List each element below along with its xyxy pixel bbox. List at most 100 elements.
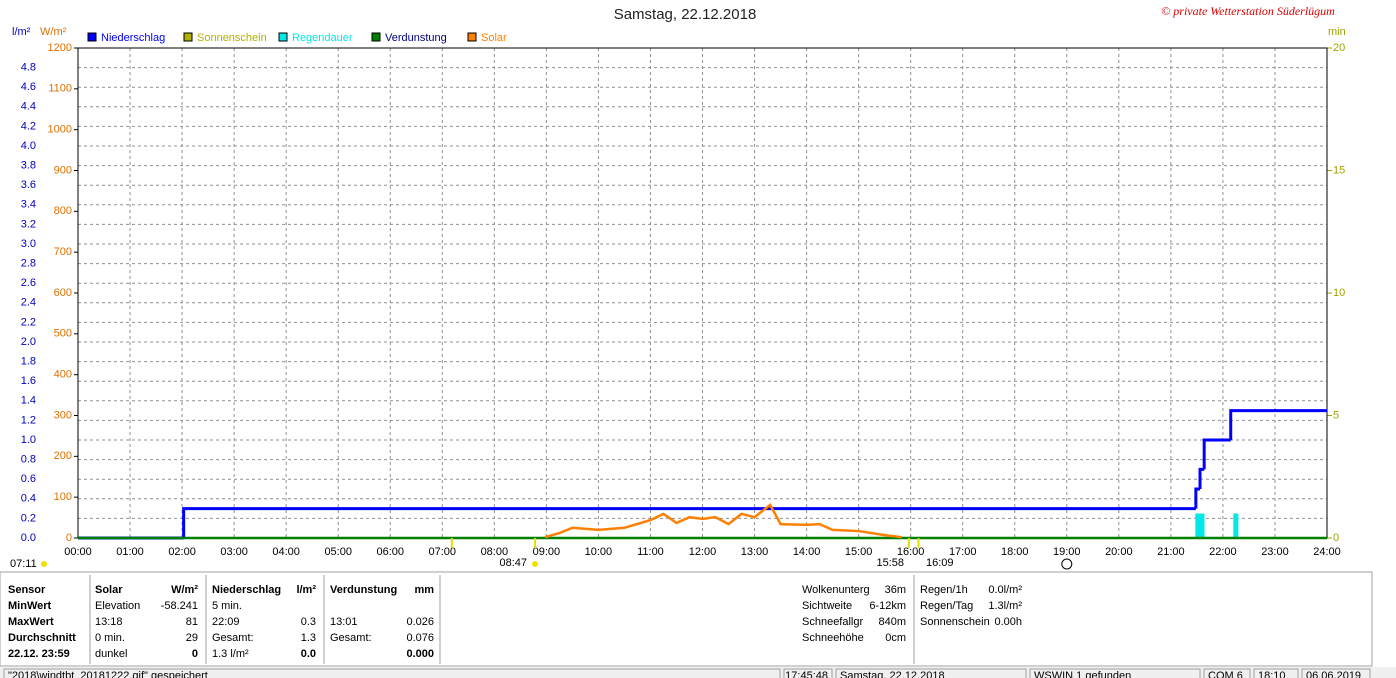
sun-icon xyxy=(41,561,47,567)
info-value: 0.00h xyxy=(994,616,1022,628)
bar xyxy=(1195,513,1201,538)
x-tick-label: 18:00 xyxy=(1001,546,1029,558)
table-cell: 0 min. xyxy=(95,632,125,644)
step-line xyxy=(1202,438,1231,470)
x-tick-label: 17:00 xyxy=(949,546,977,558)
y-tick-label: 1.8 xyxy=(21,356,36,368)
info-value: 840m xyxy=(878,616,906,628)
credit: © private Wetterstation Süderlügum xyxy=(1161,4,1335,18)
x-tick-label: 04:00 xyxy=(272,546,300,558)
y-solar-tick-label: 900 xyxy=(54,164,72,176)
status-text: "2018\windtbt_20181222.gif" gespeichert xyxy=(8,670,208,678)
y-tick-label: 3.2 xyxy=(21,218,36,230)
y-solar-tick-label: 1200 xyxy=(48,42,72,54)
table-cell: Elevation xyxy=(95,600,140,612)
y-tick-label: 0.8 xyxy=(21,454,36,466)
y-tick-label: 2.8 xyxy=(21,258,36,270)
step-line xyxy=(1194,487,1201,509)
y-tick-label: 2.2 xyxy=(21,316,36,328)
sun-event-label: 16:09 xyxy=(926,557,954,569)
table-cell: l/m² xyxy=(296,584,316,596)
sun-event-label: 07:11 xyxy=(10,558,37,570)
y-solar-tick-label: 100 xyxy=(54,491,72,503)
x-tick-label: 09:00 xyxy=(533,546,561,558)
y-tick-label: 3.0 xyxy=(21,238,36,250)
table-cell: 29 xyxy=(186,632,198,644)
table-cell: 0.026 xyxy=(406,616,434,628)
info-value: 1.3l/m² xyxy=(988,600,1022,612)
y2-tick-label: 0 xyxy=(1333,532,1339,544)
y2-tick-label: 20 xyxy=(1333,42,1345,54)
series-line xyxy=(544,503,902,539)
table-cell: W/m² xyxy=(171,584,198,596)
x-tick-label: 21:00 xyxy=(1157,546,1185,558)
y-solar-tick-label: 600 xyxy=(54,287,72,299)
x-tick-label: 03:00 xyxy=(220,546,248,558)
status-text: 18:10 xyxy=(1258,670,1286,678)
y-tick-label: 0.4 xyxy=(21,493,36,505)
table-cell: 0.076 xyxy=(406,632,434,644)
table-cell: 0.3 xyxy=(301,616,316,628)
table-cell: Sensor xyxy=(8,584,46,596)
y-tick-label: 1.2 xyxy=(21,414,36,426)
status-cell xyxy=(1253,668,1299,678)
x-tick-label: 07:00 xyxy=(429,546,457,558)
y-tick-label: 4.0 xyxy=(21,140,36,152)
info-label: Regen/1h xyxy=(920,584,968,596)
x-tick-label: 05:00 xyxy=(324,546,352,558)
info-value: 0.0l/m² xyxy=(988,584,1022,596)
status-bar xyxy=(0,667,1396,678)
y-solar-tick-label: 400 xyxy=(54,369,72,381)
status-text: Samstag, 22.12.2018 xyxy=(840,670,945,678)
info-label: Schneehöhe xyxy=(802,632,864,644)
x-tick-label: 01:00 xyxy=(116,546,144,558)
y-solar-tick-label: 1000 xyxy=(48,124,72,136)
table-cell: -58.241 xyxy=(161,600,198,612)
y-solar-tick-label: 200 xyxy=(54,450,72,462)
x-tick-label: 00:00 xyxy=(64,546,92,558)
y2-tick-label: 5 xyxy=(1333,409,1339,421)
table-cell: dunkel xyxy=(95,648,127,660)
table-cell: Solar xyxy=(95,584,123,596)
y-solar-tick-label: 300 xyxy=(54,409,72,421)
info-label: Sonnenschein xyxy=(920,616,990,628)
y-tick-label: 4.6 xyxy=(21,81,36,93)
table-cell: 13:18 xyxy=(95,616,123,628)
x-tick-label: 22:00 xyxy=(1209,546,1237,558)
table-cell: 0 xyxy=(192,648,198,660)
y-tick-label: 1.6 xyxy=(21,375,36,387)
table-cell: MinWert xyxy=(8,600,52,612)
status-text: 17:45:48 xyxy=(785,670,828,678)
x-tick-label: 14:00 xyxy=(793,546,821,558)
table-cell: 13:01 xyxy=(330,616,358,628)
status-text: 06.06.2019 xyxy=(1306,670,1361,678)
x-tick-label: 12:00 xyxy=(689,546,717,558)
y-tick-label: 4.4 xyxy=(21,101,36,113)
y-tick-label: 2.6 xyxy=(21,277,36,289)
y-tick-label: 2.4 xyxy=(21,297,36,309)
y-tick-label: 3.6 xyxy=(21,179,36,191)
sun-event-label: 15:58 xyxy=(876,557,904,569)
step-line xyxy=(1229,409,1327,440)
table-cell: 1.3 xyxy=(301,632,316,644)
x-tick-label: 16:00 xyxy=(897,546,925,558)
y-tick-label: 0.6 xyxy=(21,473,36,485)
legend-swatch xyxy=(183,32,193,42)
table-cell: 1.3 l/m² xyxy=(212,648,249,660)
y-axis-label: l/m² xyxy=(12,26,31,38)
table-cell: 0.000 xyxy=(406,648,434,660)
y-tick-label: 2.0 xyxy=(21,336,36,348)
y-tick-label: 3.4 xyxy=(21,199,36,211)
y-solar-tick-label: 0 xyxy=(66,532,72,544)
x-tick-label: 02:00 xyxy=(168,546,196,558)
legend-swatch xyxy=(278,32,288,42)
info-label: Regen/Tag xyxy=(920,600,973,612)
legend-swatch xyxy=(467,32,477,42)
stats-panel xyxy=(0,571,1373,667)
y-solar-tick-label: 700 xyxy=(54,246,72,258)
table-cell: Gesamt: xyxy=(330,632,372,644)
table-cell: Niederschlag xyxy=(212,584,281,596)
table-cell: MaxWert xyxy=(8,616,54,628)
table-cell: 5 min. xyxy=(212,600,242,612)
status-text: WSWIN 1 gefunden xyxy=(1034,670,1131,678)
